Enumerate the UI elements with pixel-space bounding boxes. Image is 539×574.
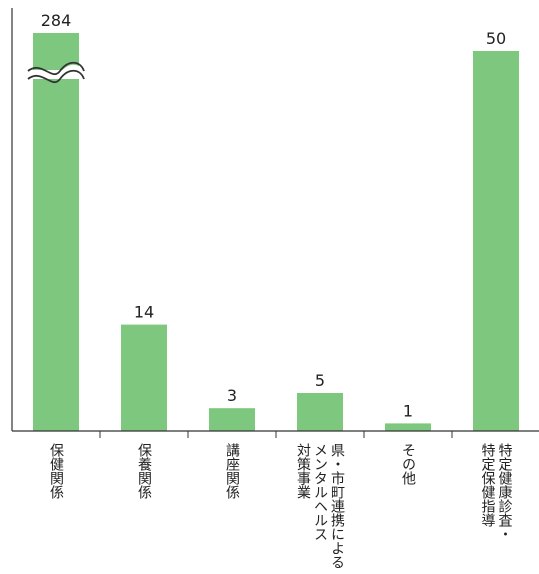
axis-break-line-bottom: [27, 69, 85, 83]
category-label-0-0: 保健関係: [48, 443, 64, 500]
data-label-4: 1: [403, 401, 413, 420]
category-label-5-1: 特定保健指導: [480, 443, 496, 527]
category-label-5-0: 特定健康診査・: [497, 443, 513, 541]
category-label-2-0: 講座関係: [224, 443, 240, 500]
data-label-2: 3: [227, 386, 237, 405]
plot-area: [27, 33, 519, 438]
data-label-3: 5: [315, 371, 325, 390]
axis-break-line-top: [27, 61, 85, 75]
data-label-1: 14: [134, 303, 154, 322]
category-label-3-0: 県・市町連携による: [329, 443, 345, 569]
bar-1: [121, 324, 167, 431]
bar-2: [209, 408, 255, 431]
bar-0: [33, 33, 79, 431]
category-label-3-1: メンタルヘルス: [312, 443, 328, 541]
bar-3: [297, 393, 343, 431]
category-label-3-2: 対策事業: [295, 443, 311, 499]
bar-5: [473, 51, 519, 431]
data-label-0: 284: [41, 11, 72, 30]
category-label-4-0: その他: [400, 443, 416, 486]
bar-4: [385, 423, 431, 431]
category-label-1-0: 保養関係: [136, 443, 152, 500]
data-label-5: 50: [486, 29, 506, 48]
